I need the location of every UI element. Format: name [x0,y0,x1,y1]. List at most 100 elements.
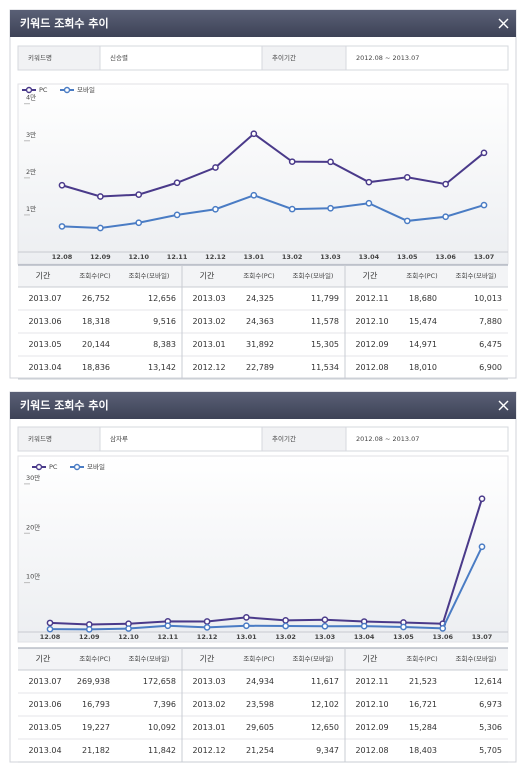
table-header: 기간 [363,271,378,281]
series-point [58,181,66,189]
close-icon [498,400,509,411]
table-mobile: 11,617 [311,677,339,686]
table-mobile: 172,658 [143,677,176,686]
legend-label: 모바일 [87,462,105,471]
x-tick-label: 13.04 [359,253,380,261]
table-pc: 18,010 [409,363,437,372]
table-mobile: 10,013 [474,294,502,303]
table-period: 2012.08 [355,746,388,755]
x-tick-label: 13.05 [397,253,418,261]
table-mobile: 10,092 [148,723,176,732]
table-period: 2012.09 [355,340,388,349]
table-pc: 16,721 [409,700,437,709]
table-header: 기간 [36,271,51,281]
table-header-bg [18,648,508,670]
info-label-cell [17,426,101,452]
series-point [243,622,250,630]
table-header: 조회수(모바일) [129,271,170,280]
series-point [327,204,334,212]
x-tick-label: 13.02 [282,253,303,261]
info-label-cell [17,45,101,71]
table-pc: 24,363 [246,317,274,326]
table-mobile: 12,102 [311,700,339,709]
info-label-cell [261,426,347,452]
info-value: 신승렬 [110,53,128,62]
table-pc: 15,284 [409,723,437,732]
series-point [250,130,258,138]
table-header: 조회수(PC) [79,272,110,280]
series-point [282,616,289,624]
y-tick-label: 20만 [26,522,40,531]
x-tick-label: 12.08 [40,633,61,641]
y-tick-label: 10만 [26,572,40,581]
table-pc: 21,182 [82,746,110,755]
table-pc: 31,892 [246,340,274,349]
legend-label: PC [39,86,48,94]
table-header: 조회수(모바일) [293,654,334,663]
x-tick-label: 13.03 [320,253,341,261]
table-pc: 21,523 [409,677,437,686]
table-pc: 16,793 [82,700,110,709]
table-period: 2013.02 [192,700,225,709]
table-pc: 20,144 [82,340,110,349]
close-button[interactable] [498,400,509,411]
series-point [403,173,411,181]
table-pc: 21,254 [246,746,274,755]
panel-title: 키워드 조회수 추이 [20,16,109,30]
plot-area [17,455,509,643]
series-point [164,622,172,630]
y-tick-label: 30만 [26,473,40,482]
table-mobile: 9,516 [153,317,176,326]
table-pc: 18,680 [409,294,437,303]
table-header: 조회수(PC) [406,655,437,663]
series-point [439,624,447,632]
table-mobile: 6,973 [479,700,502,709]
table-header: 조회수(PC) [406,272,437,280]
table-period: 2012.08 [355,363,388,372]
x-tick-label: 12.11 [158,633,179,641]
table-period: 2012.10 [355,317,388,326]
table-mobile: 11,578 [311,317,339,326]
series-point [400,623,407,631]
table-period: 2013.01 [192,723,225,732]
table-period: 2013.04 [28,363,61,372]
panel-header [10,392,516,419]
table-pc: 269,938 [77,677,110,686]
table-mobile: 9,347 [316,746,339,755]
series-line [61,132,485,198]
info-label-cell [261,45,347,71]
x-tick-label: 13.01 [244,253,265,261]
table-header: 기간 [36,654,51,664]
table-period: 2012.12 [192,363,225,372]
series-point [173,211,181,219]
series-point [288,158,296,166]
series-point [135,191,143,198]
x-tick-label: 13.06 [435,253,456,261]
x-tick-label: 13.02 [275,633,296,641]
table-header: 기간 [200,271,215,281]
table-header: 조회수(PC) [79,655,110,663]
table-period: 2013.05 [28,723,61,732]
x-tick-label: 12.09 [90,253,111,261]
table-mobile: 15,305 [311,340,339,349]
table-pc: 29,605 [246,723,274,732]
x-tick-label: 12.08 [52,253,73,261]
series-point [250,191,258,199]
series-point [478,495,486,503]
close-button[interactable] [498,18,509,29]
table-pc: 19,227 [82,723,110,732]
series-point [203,624,211,631]
table-header: 조회수(PC) [243,655,274,663]
series-point [288,205,296,213]
series-point [321,616,329,624]
table-header: 기간 [363,654,378,664]
x-tick-label: 13.07 [472,633,493,641]
series-point [212,164,219,171]
series-point [442,213,449,221]
x-tick-label: 13.07 [474,253,495,261]
series-point [46,625,54,633]
table-period: 2013.05 [28,340,61,349]
table-period: 2013.04 [28,746,61,755]
table-period: 2013.06 [28,700,61,709]
series-point [403,217,411,225]
